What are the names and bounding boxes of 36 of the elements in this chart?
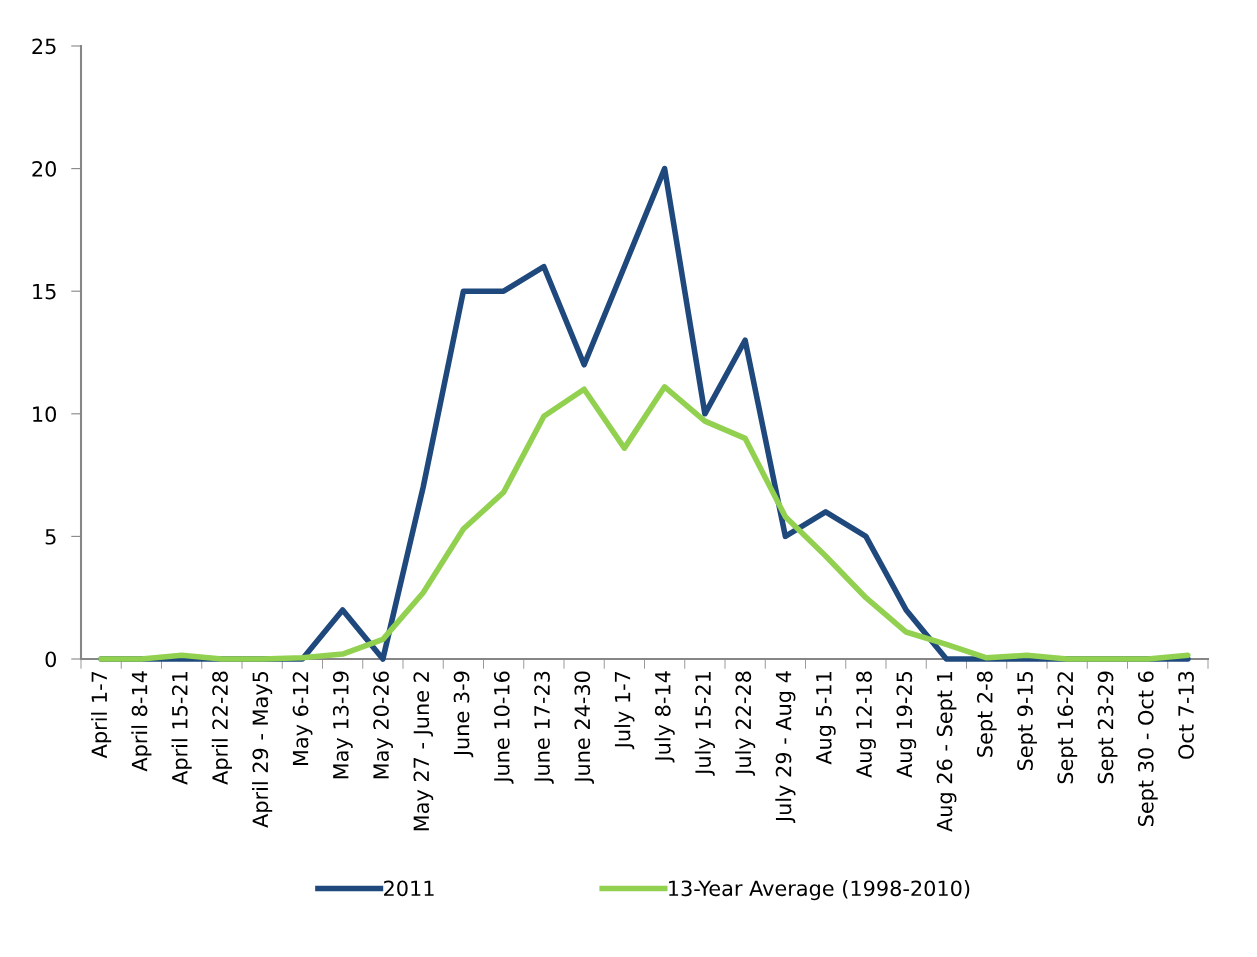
x-tick-label: May 13-19 — [332, 671, 353, 779]
x-tick-label: May 6-12 — [292, 672, 313, 766]
x-tick-label: April 22-28 — [211, 671, 232, 785]
x-tick-label: Aug 26 - Sept 1 — [936, 672, 957, 832]
legend-label: 2011 — [384, 880, 434, 897]
x-tick-label: April 15-21 — [171, 672, 192, 785]
x-tick-label: April 29 - May5 — [252, 671, 273, 828]
x-tick-label: Sept 9-15 — [1017, 671, 1037, 771]
x-tick-label: July 29 - Aug 4 — [775, 671, 796, 824]
x-tick-label: Aug 5-11 — [816, 672, 836, 765]
y-tick-label: 0 — [45, 651, 57, 668]
y-tick-label: 10 — [33, 406, 57, 423]
x-tick-label: Sept 2-8 — [976, 671, 997, 757]
x-tick-label: Aug 19-25 — [896, 671, 917, 778]
legend-label: 13-Year Average (1998-2010) — [669, 880, 970, 901]
x-tick-label: May 20-26 — [373, 671, 393, 779]
y-tick-label: 5 — [45, 529, 56, 545]
x-tick-label: April 8-14 — [131, 671, 152, 772]
x-tick-label: June 10-16 — [493, 671, 514, 784]
y-tick-label: 20 — [32, 161, 57, 177]
x-tick-label: July 8-14 — [654, 671, 675, 763]
x-tick-label: Sept 16-22 — [1057, 672, 1078, 784]
x-tick-label: Sept 30 - Oct 6 — [1137, 671, 1158, 826]
x-tick-label: June 3-9 — [453, 671, 474, 758]
x-tick-label: Sept 23-29 — [1097, 671, 1118, 784]
x-tick-label: June 24-30 — [574, 671, 595, 784]
x-tick-label: July 1-7 — [614, 671, 635, 750]
x-tick-label: Oct 7-13 — [1178, 671, 1194, 759]
x-tick-label: June 17-23 — [534, 671, 554, 784]
y-tick-label: 15 — [33, 283, 56, 300]
x-tick-label: May 27 - June 2 — [413, 672, 434, 831]
x-tick-label: April 1-7 — [91, 671, 112, 759]
y-tick-label: 25 — [32, 38, 56, 55]
x-tick-label: July 22-28 — [735, 671, 756, 776]
x-tick-label: Aug 12-18 — [856, 671, 876, 778]
x-tick-label: July 15-21 — [694, 672, 715, 776]
